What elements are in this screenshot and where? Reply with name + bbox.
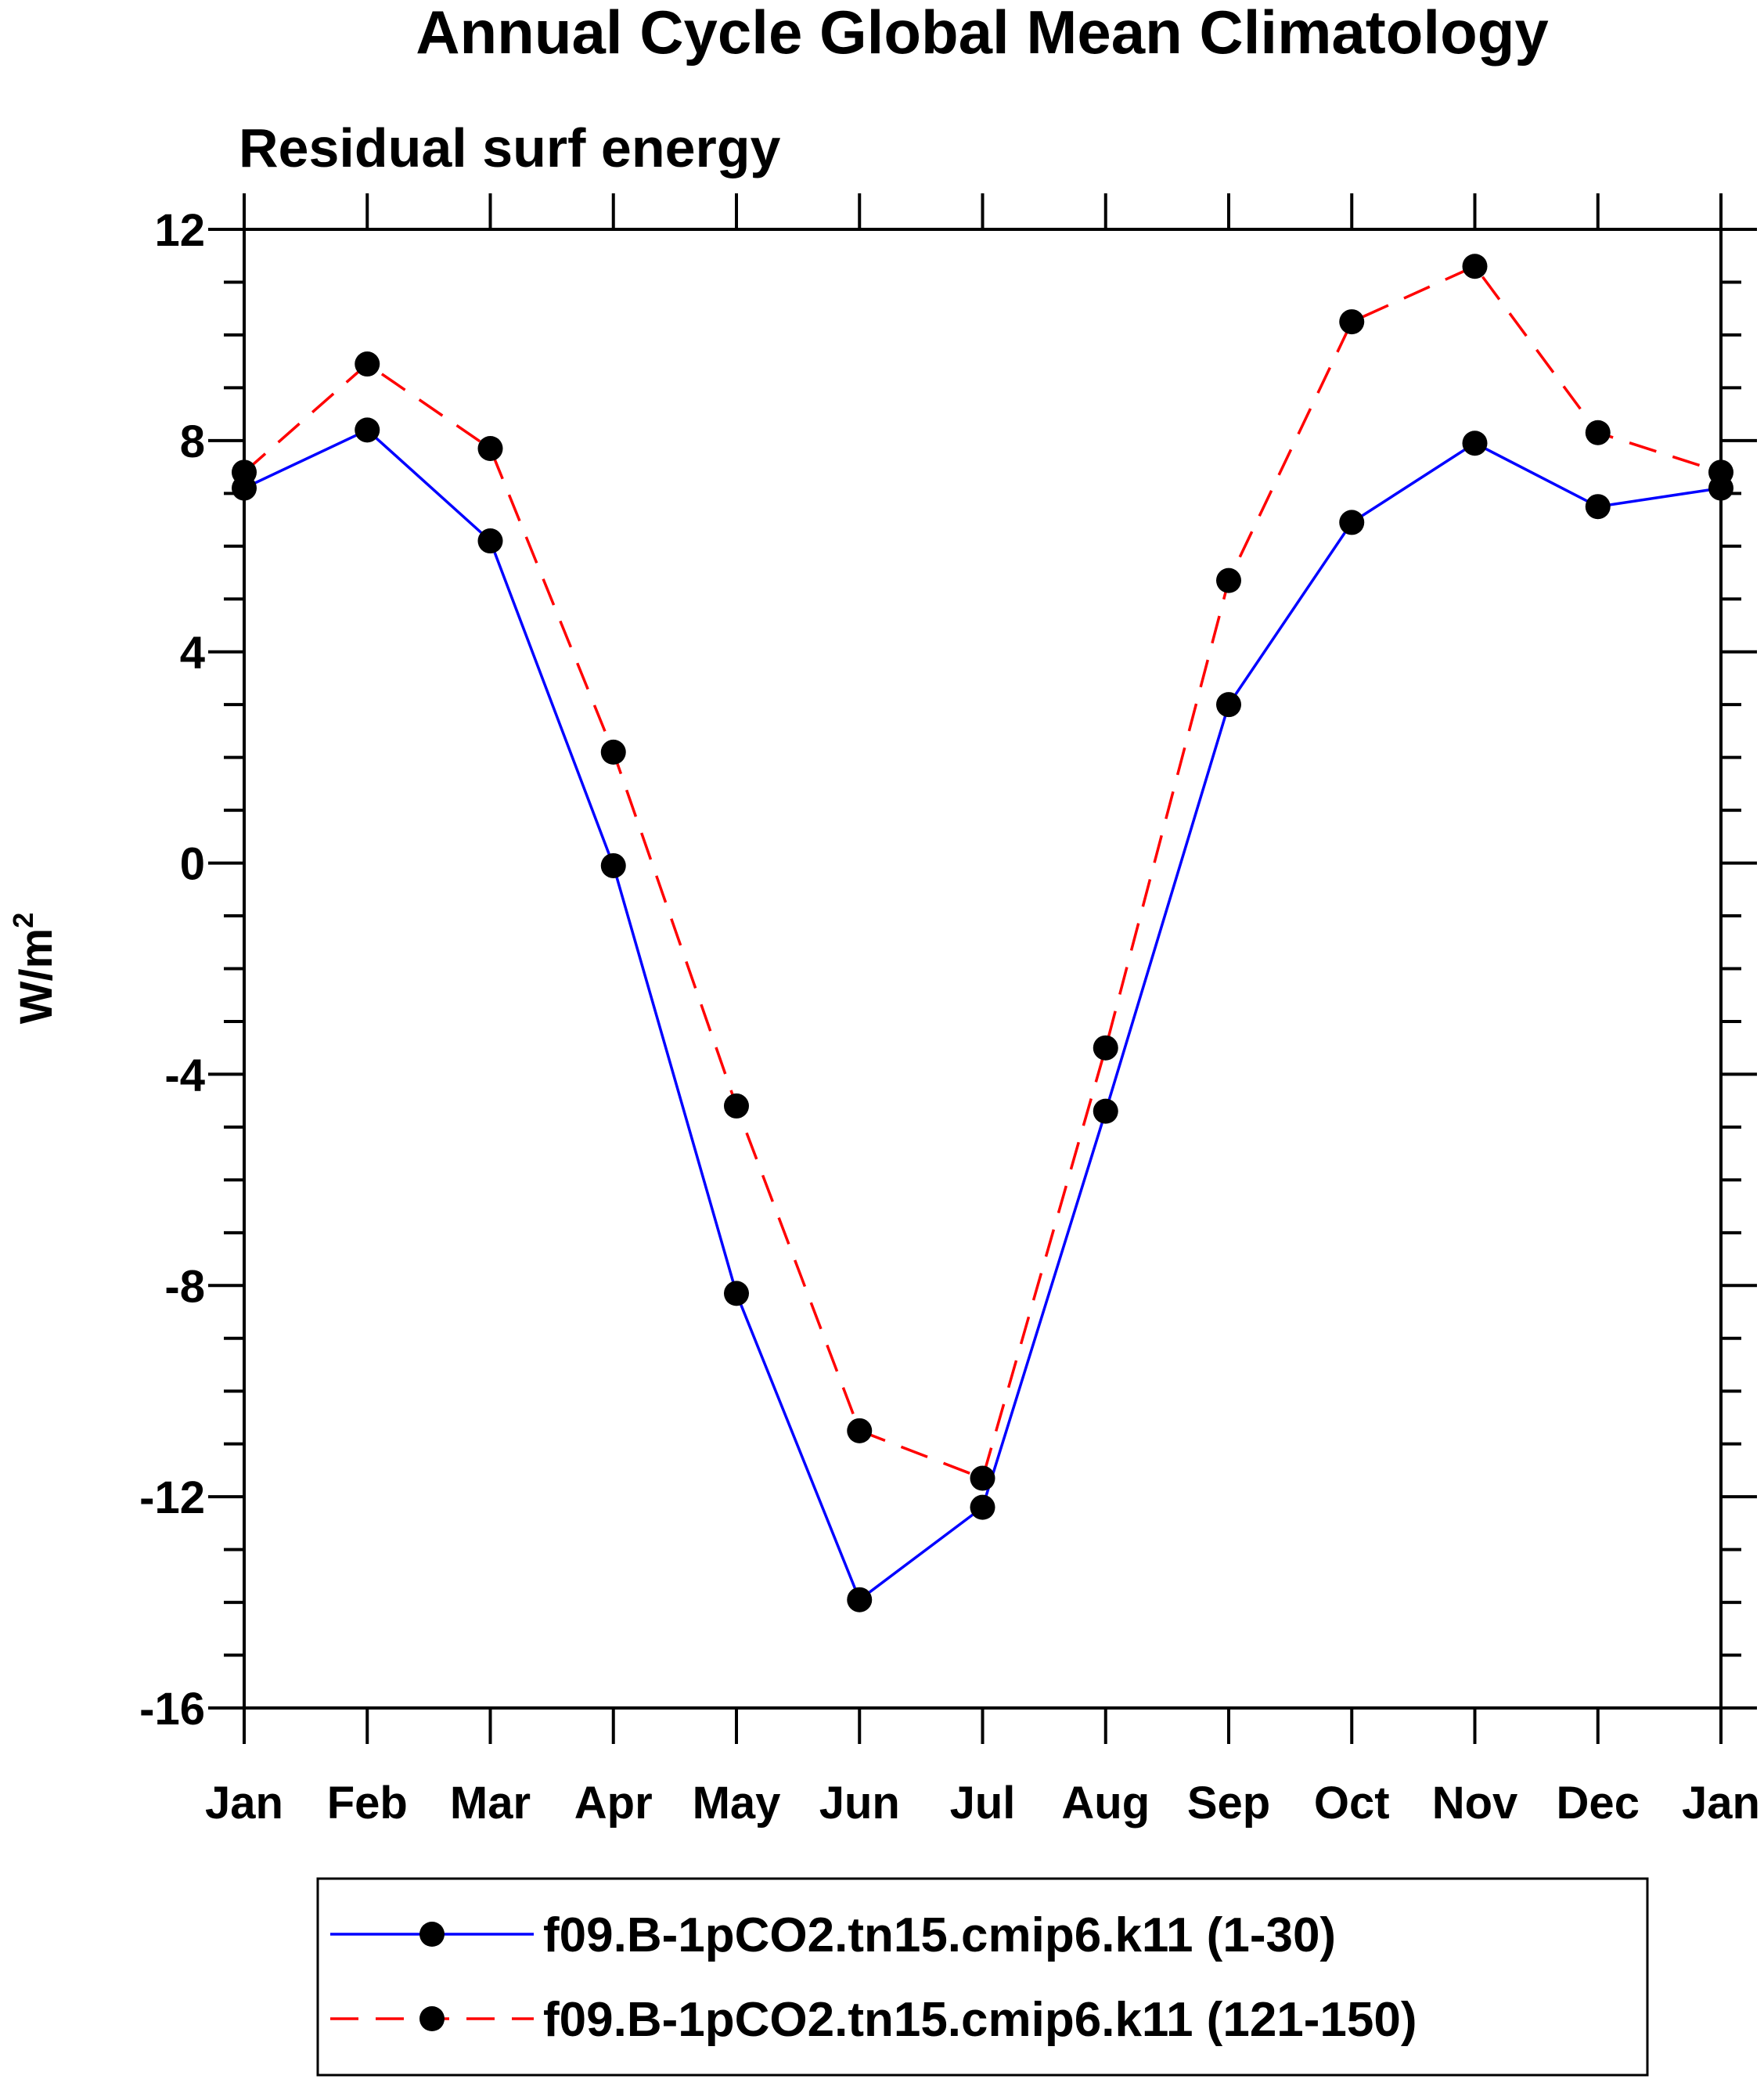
y-tick-label: 8: [180, 416, 205, 467]
x-tick-label: Mar: [450, 1778, 531, 1829]
x-tick-label: Apr: [574, 1778, 653, 1829]
y-tick-label: 12: [154, 205, 205, 256]
y-tick-label: 4: [180, 628, 205, 679]
x-tick-label: Aug: [1061, 1778, 1150, 1829]
x-tick-label: Jul: [950, 1778, 1016, 1829]
x-tick-label: May: [693, 1778, 781, 1829]
series-1-point: [1585, 494, 1611, 520]
series-1-point: [1093, 1098, 1118, 1124]
series-markers: [232, 254, 1733, 1612]
series-1-point: [355, 417, 380, 443]
series-1-point: [847, 1587, 873, 1612]
series-1-point: [724, 1281, 749, 1306]
legend-entries: f09.B-1pCO2.tn15.cmip6.k11 (1-30) f09.B-1…: [330, 1908, 1417, 2047]
series-1-point: [1339, 510, 1365, 535]
series-2-point: [355, 351, 380, 377]
chart-subtitle: Residual surf energy: [239, 117, 781, 178]
legend-label-2: f09.B-1pCO2.tn15.cmip6.k11 (121-150): [543, 1993, 1417, 2047]
x-tick-label: Jan: [205, 1778, 283, 1829]
x-tick-label: Oct: [1314, 1778, 1390, 1829]
series-2-point: [1216, 567, 1241, 593]
y-tick-label: -16: [139, 1684, 205, 1735]
y-tick-label: -12: [139, 1472, 205, 1523]
y-tick-label: -4: [164, 1050, 205, 1101]
series-1-point: [1462, 431, 1488, 456]
series-2-point: [1462, 254, 1488, 279]
x-tick-label: Sep: [1187, 1778, 1270, 1829]
legend-box: [316, 1877, 1649, 2077]
series-2-point: [232, 459, 257, 485]
y-tick-label: -8: [164, 1261, 205, 1312]
series-2-point: [1585, 420, 1611, 445]
y-axis-label-base: W/m: [11, 928, 62, 1024]
legend-label-1: f09.B-1pCO2.tn15.cmip6.k11 (1-30): [543, 1908, 1336, 1962]
series-1-point: [477, 528, 503, 554]
legend: f09.B-1pCO2.tn15.cmip6.k11 (1-30) f09.B-1…: [316, 1877, 1649, 2077]
y-axis-label-superscript: 2: [7, 913, 39, 928]
series-2-point: [1339, 309, 1365, 335]
series-2-point: [1708, 459, 1733, 485]
chart-title: Annual Cycle Global Mean Climatology: [416, 0, 1549, 67]
legend-marker-2: [419, 2006, 445, 2031]
legend-marker-1: [419, 1922, 445, 1947]
x-tick-label: Nov: [1432, 1778, 1518, 1829]
y-tick-labels: 12 8 4 0 -4 -8 -12 -16: [139, 205, 205, 1735]
x-tick-label: Jan: [1682, 1778, 1760, 1829]
series-1-point: [600, 852, 626, 878]
series-1-point: [1216, 692, 1241, 718]
series-2-point: [1093, 1035, 1118, 1061]
series-2-point: [600, 739, 626, 765]
x-tick-label: Jun: [819, 1778, 900, 1829]
y-axis-label: W/m2: [7, 913, 62, 1024]
x-tick-labels: Jan Feb Mar Apr May Jun Jul Aug Sep Oct Nov Dec Jan: [205, 1778, 1760, 1829]
series-2-point: [477, 435, 503, 461]
series-line-2: [243, 265, 1722, 1480]
series-2-point: [847, 1418, 873, 1443]
series-2-point: [970, 1465, 995, 1491]
x-tick-label: Dec: [1557, 1778, 1640, 1829]
x-tick-label: Feb: [327, 1778, 408, 1829]
series-line-1: [243, 428, 1722, 1602]
plot-area: [208, 193, 1757, 1744]
y-tick-label: 0: [180, 839, 205, 890]
series-1-point: [970, 1494, 995, 1520]
series-lines: [243, 265, 1722, 1602]
series-2-point: [724, 1093, 749, 1119]
